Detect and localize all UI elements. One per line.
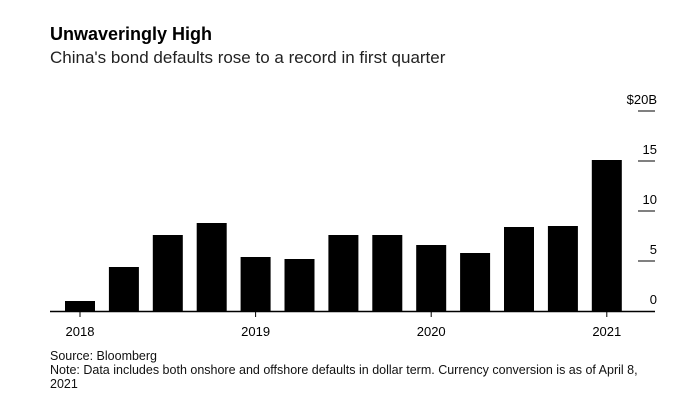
bar-2020-q3 (504, 227, 534, 311)
y-tick-label-0: 0 (650, 292, 657, 307)
source-text: Source: Bloomberg (50, 349, 158, 363)
bar-2019-q1 (240, 257, 271, 311)
bar-chart: 0 5 10 15 $20B 2018 2019 2020 2021 (50, 92, 657, 339)
x-tick-label-2018: 2018 (66, 324, 95, 339)
bar-2020-q1 (416, 245, 447, 311)
bar-2019-q3 (328, 235, 359, 311)
bar-2019-q2 (284, 259, 315, 311)
y-tick-label-5: 5 (650, 242, 657, 257)
y-tick-label-10: 10 (643, 192, 657, 207)
bar-2020-q2 (460, 253, 491, 311)
bar-2019-q4 (372, 235, 403, 311)
bar-2018-q3 (152, 235, 183, 311)
bar-2020-q4 (547, 226, 578, 311)
bar-2018-q2 (108, 267, 139, 311)
y-tick-label-20: $20B (627, 92, 657, 107)
x-tick-label-2020: 2020 (417, 324, 446, 339)
chart-title: Unwaveringly High (50, 24, 213, 44)
chart-footer: Source: Bloomberg Note: Data includes bo… (50, 349, 660, 391)
bar-2021-q1 (591, 160, 622, 311)
bar-2018-q1 (65, 301, 95, 311)
x-tick-label-2019: 2019 (241, 324, 270, 339)
y-tick-label-15: 15 (643, 142, 657, 157)
note-text: Note: Data includes both onshore and off… (50, 363, 638, 391)
bar-2018-q4 (196, 223, 227, 311)
x-tick-label-2021: 2021 (592, 324, 621, 339)
chart-subtitle: China's bond defaults rose to a record i… (50, 48, 446, 67)
